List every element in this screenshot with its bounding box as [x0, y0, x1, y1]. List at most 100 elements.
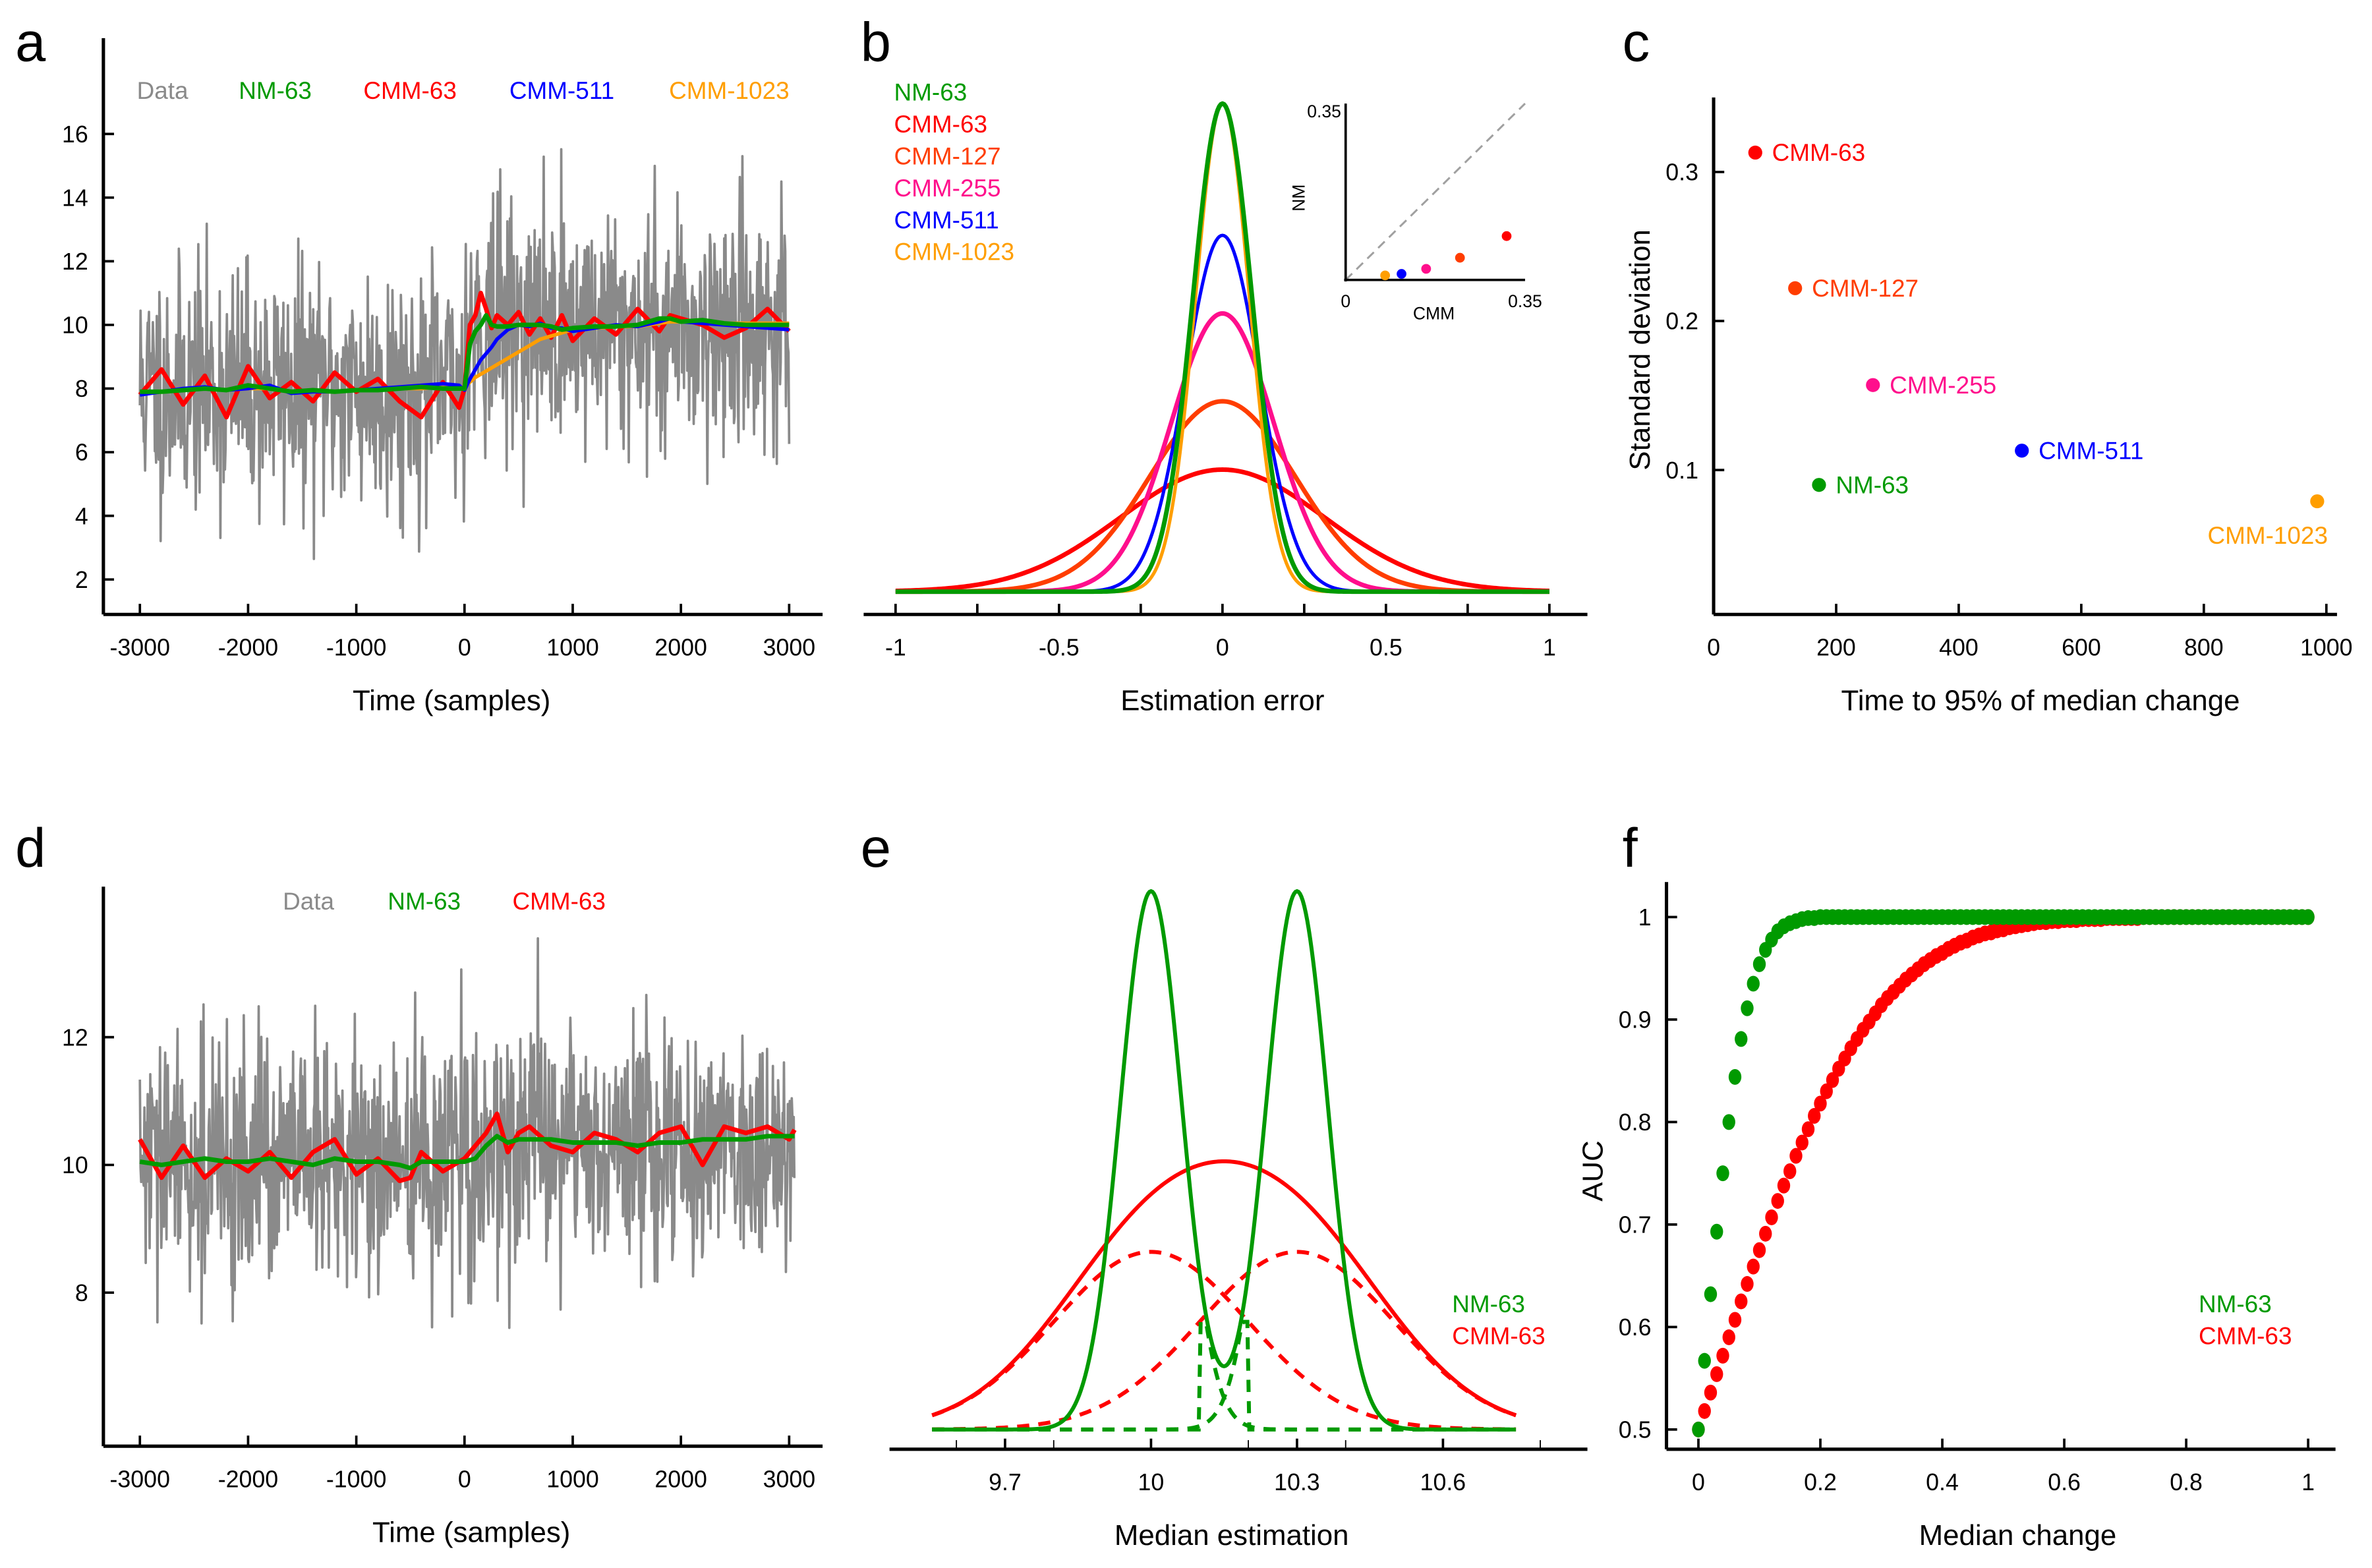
nm-63-combined-curve [932, 888, 1517, 1432]
panel-e-median-distributions: 9.7 10 10.3 10.6 Median estimation NM-63 CMM-6… [889, 888, 1588, 1552]
panel-letter-c: c [1623, 11, 1650, 73]
point-label-cmm-1023: CMM-1023 [2207, 522, 2328, 549]
y-tick-label: 4 [75, 503, 88, 529]
inset-y-axis-title: NM [1288, 185, 1308, 212]
x-tick-label: 600 [2062, 635, 2101, 661]
y-tick-label: 0.1 [1665, 457, 1698, 484]
y-tick-label: 0.6 [1619, 1314, 1652, 1341]
auc-point-nm-63 [1728, 1068, 1742, 1085]
x-tick-label: 800 [2184, 635, 2224, 661]
x-tick-label: 1000 [2300, 635, 2353, 661]
x-tick-label: 9.7 [989, 1469, 1022, 1495]
inset-point-cmm-1023 [1380, 270, 1391, 281]
series-line-nm-63 [140, 312, 790, 394]
x-tick-label: 1000 [546, 1466, 599, 1493]
legend-item-cmm-127: CMM-127 [894, 142, 1001, 169]
cmm-63-component-curve [932, 1250, 1517, 1432]
x-tick-label: 400 [1939, 635, 1979, 661]
point-label-cmm-127: CMM-127 [1812, 275, 1919, 302]
x-tick-label: 1000 [546, 635, 599, 661]
auc-point-cmm-63 [1765, 1209, 1778, 1225]
y-tick-label: 0.8 [1619, 1109, 1652, 1136]
scatter-point-cmm-127 [1788, 281, 1803, 295]
auc-point-cmm-63 [1759, 1225, 1772, 1242]
auc-point-nm-63 [1698, 1352, 1711, 1369]
x-tick-label: 10 [1138, 1469, 1165, 1495]
legend-item-cmm-63: CMM-63 [894, 111, 987, 138]
auc-point-nm-63 [2301, 909, 2315, 925]
y-tick-label: 0.3 [1665, 160, 1698, 186]
x-tick-label: 2000 [654, 1466, 707, 1493]
data-trace [138, 937, 796, 1329]
series-line-nm-63 [139, 1134, 795, 1171]
x-tick-label: 3000 [763, 1466, 816, 1493]
distribution-curve-cmm-63 [894, 467, 1550, 593]
auc-point-nm-63 [1716, 1165, 1729, 1182]
y-tick-label: 0.5 [1619, 1417, 1652, 1443]
legend-item-cmm-511: CMM-511 [894, 206, 999, 233]
y-tick-label: 1 [1638, 904, 1652, 931]
x-tick-label: -0.5 [1039, 635, 1080, 661]
x-tick-label: 0 [1707, 635, 1720, 661]
auc-point-nm-63 [1710, 1223, 1723, 1240]
x-tick-label: 0.2 [1804, 1469, 1837, 1495]
legend-item-nm-63: NM-63 [1452, 1291, 1525, 1318]
y-tick-label: 0.9 [1619, 1007, 1652, 1033]
legend-item-cmm-255: CMM-255 [894, 175, 1001, 202]
point-label-nm-63: NM-63 [1836, 471, 1909, 498]
auc-point-cmm-63 [1795, 1134, 1808, 1151]
panel-a-time-series: -3000 -2000 -1000 0 1000 2000 3000 2 4 6 8 10 12 14 16… [62, 38, 823, 717]
auc-point-nm-63 [1704, 1286, 1718, 1302]
inset-point-cmm-127 [1455, 252, 1465, 263]
series-line-cmm-63 [138, 291, 791, 420]
legend-item-cmm-1023: CMM-1023 [669, 77, 790, 104]
auc-point-cmm-63 [1747, 1258, 1760, 1275]
auc-point-cmm-63 [1820, 1083, 1833, 1099]
inset-diagonal-line [1345, 103, 1526, 281]
scatter-point-cmm-511 [2015, 444, 2029, 458]
auc-point-cmm-63 [1801, 1121, 1815, 1138]
x-tick-label: 0.4 [1926, 1469, 1959, 1495]
x-tick-label: -1000 [326, 635, 386, 661]
legend-item-cmm-63: CMM-63 [363, 77, 456, 104]
y-tick-label: 0.2 [1665, 308, 1698, 335]
auc-point-cmm-63 [1808, 1108, 1821, 1124]
point-label-cmm-511: CMM-511 [2039, 437, 2143, 464]
legend-item-cmm-511: CMM-511 [509, 77, 614, 104]
auc-point-cmm-63 [1710, 1366, 1723, 1382]
x-tick-label: 0.8 [2170, 1469, 2203, 1495]
legend-item-nm-63: NM-63 [239, 77, 312, 104]
auc-point-cmm-63 [1698, 1403, 1711, 1419]
y-tick-label: 6 [75, 440, 88, 466]
x-tick-label: 0 [1692, 1469, 1705, 1495]
auc-point-nm-63 [1747, 975, 1760, 992]
x-tick-label: -3000 [110, 635, 170, 661]
cmm-63-combined-curve [931, 1159, 1517, 1418]
inset-y-tick-label: 0.35 [1307, 102, 1341, 121]
point-label-cmm-63: CMM-63 [1772, 139, 1865, 166]
auc-point-cmm-63 [1777, 1177, 1791, 1194]
inset-point-cmm-255 [1421, 264, 1432, 274]
auc-point-cmm-63 [1735, 1293, 1748, 1310]
distribution-curve-nm-63 [894, 101, 1550, 595]
x-axis-title: Time to 95% of median change [1841, 685, 2240, 717]
x-tick-label: 3000 [763, 635, 816, 661]
panel-letter-f: f [1623, 817, 1638, 879]
cmm-63-component-curve [931, 1250, 1517, 1432]
y-tick-label: 16 [62, 121, 88, 148]
auc-point-cmm-63 [1752, 1242, 1766, 1258]
x-tick-label: 10.6 [1420, 1469, 1466, 1495]
x-tick-label: 0.6 [2048, 1469, 2081, 1495]
panel-d-time-series: -3000 -2000 -1000 0 1000 2000 3000 8 10 12 Time (s… [62, 886, 823, 1549]
y-tick-label: 0.7 [1619, 1212, 1652, 1238]
auc-point-cmm-63 [1722, 1329, 1735, 1345]
scatter-point-nm-63 [1812, 478, 1826, 492]
x-tick-label: -1 [885, 635, 906, 661]
auc-point-cmm-63 [1814, 1095, 1827, 1112]
scatter-point-cmm-255 [1866, 378, 1880, 392]
y-tick-label: 2 [75, 567, 88, 593]
panel-letter-d: d [15, 817, 45, 879]
x-tick-label: 1 [2301, 1469, 2315, 1495]
legend-item-nm-63: NM-63 [388, 888, 461, 915]
y-tick-label: 8 [75, 376, 88, 402]
